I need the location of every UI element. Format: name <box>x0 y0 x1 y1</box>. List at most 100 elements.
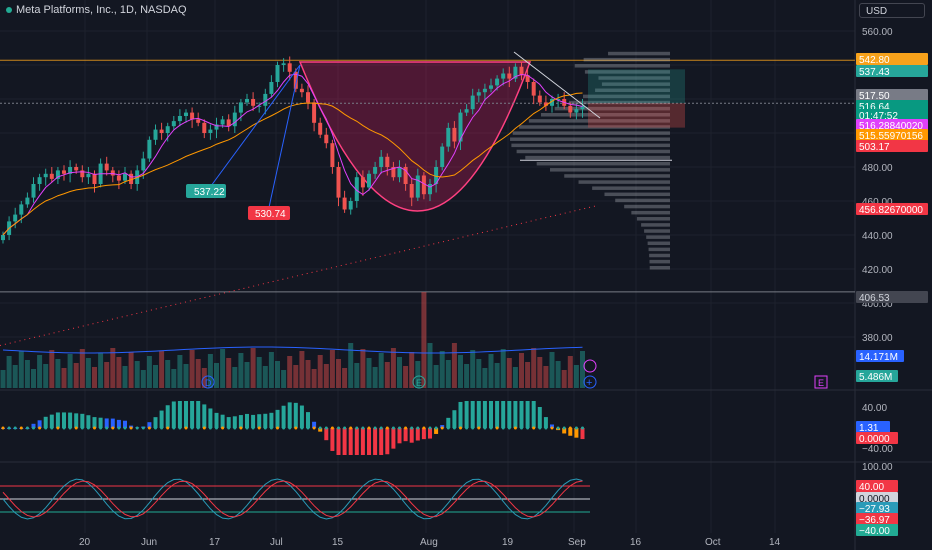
candle <box>385 156 390 167</box>
candle <box>336 167 341 198</box>
svg-text:537.43: 537.43 <box>859 67 890 78</box>
volume-bar <box>299 351 305 388</box>
stoch-pane <box>0 478 590 520</box>
squeeze-dot <box>489 426 493 430</box>
candle <box>299 88 304 93</box>
currency-selector[interactable]: USD <box>859 3 925 18</box>
squeeze-dot <box>434 426 438 430</box>
dividend-marker[interactable]: D <box>201 375 215 389</box>
candle <box>556 99 561 100</box>
volume-bar <box>439 351 445 388</box>
volume-bar <box>275 361 280 388</box>
volume-bar <box>6 356 12 388</box>
candle <box>86 173 91 178</box>
squeeze-dot <box>190 426 194 430</box>
svg-text:E: E <box>818 378 824 388</box>
oscillator-bar <box>177 401 182 428</box>
oscillator-bar <box>116 419 121 428</box>
candle <box>513 66 518 79</box>
price-tick-label: 560.00 <box>862 27 893 38</box>
svg-text:D: D <box>205 378 212 388</box>
candle <box>525 75 530 82</box>
target-zone <box>588 69 685 104</box>
price-tick-label: 460.00 <box>862 197 893 208</box>
squeeze-dot <box>574 426 578 430</box>
svg-text:40.00: 40.00 <box>859 482 884 493</box>
volume-bar <box>458 355 463 388</box>
oscillator-bar <box>86 415 91 428</box>
oscillator-bar <box>74 413 79 428</box>
oscillator-bar <box>220 414 225 428</box>
squeeze-dot <box>422 426 426 430</box>
candle <box>306 92 310 103</box>
squeeze-dot <box>391 426 395 430</box>
annotation-label-up: 537.22 <box>186 184 226 198</box>
volume-bar <box>366 358 372 388</box>
earnings-marker[interactable]: E <box>412 375 426 389</box>
volume-bar <box>110 348 116 388</box>
squeeze-dot <box>556 426 560 430</box>
candle <box>574 109 579 113</box>
candle <box>19 204 24 215</box>
candle <box>324 134 329 144</box>
volume-bar <box>360 349 366 388</box>
volume-bar <box>268 352 274 388</box>
zigzag-line-down <box>267 64 301 213</box>
earnings-marker-future[interactable]: E <box>814 375 828 389</box>
candle <box>153 129 158 140</box>
volume-bar <box>305 360 311 388</box>
price-tick-label: 400.00 <box>862 299 893 310</box>
volume-bar <box>354 363 360 388</box>
svg-text:0.0000: 0.0000 <box>859 434 890 445</box>
squeeze-dot <box>257 426 261 430</box>
candle <box>80 170 85 178</box>
volume-bar <box>403 366 409 388</box>
oscillator-bar <box>458 401 463 428</box>
volume-bar <box>409 352 415 388</box>
time-tick-label: Jul <box>270 537 283 548</box>
oscillator-bar <box>348 428 353 455</box>
oscillator-bar <box>562 428 567 434</box>
squeeze-dot <box>56 426 60 430</box>
stoch-value-label: 40.00 <box>856 480 898 493</box>
candle <box>1 235 5 241</box>
oscillator-bar <box>574 428 579 438</box>
candle <box>501 73 506 79</box>
volume-ma-label: 14.171M <box>856 350 904 363</box>
volume-bar <box>287 356 293 388</box>
oscillator-bar <box>92 417 97 428</box>
volume-bar <box>342 368 348 388</box>
volume-bar <box>464 364 470 388</box>
squeeze-dot <box>99 426 103 430</box>
candle <box>367 173 371 188</box>
squeeze-dot <box>324 426 328 430</box>
squeeze-dot <box>129 426 133 430</box>
price-tick-label: 380.00 <box>862 333 893 344</box>
candle <box>489 85 493 89</box>
squeeze-dot <box>166 426 170 430</box>
squeeze-dot <box>282 426 286 430</box>
candle <box>251 99 256 106</box>
candle <box>232 112 237 127</box>
squeeze-dot <box>86 426 90 430</box>
candle <box>482 88 487 93</box>
candle <box>440 146 445 167</box>
oscillator-bar <box>342 428 347 455</box>
candle <box>49 173 54 179</box>
oscillator-bar <box>251 414 256 428</box>
volume-bar <box>24 360 30 388</box>
oscillator-bar <box>336 428 341 455</box>
volume-bar <box>543 366 549 388</box>
squeeze-dot <box>62 426 66 430</box>
oscillator-bar <box>37 420 42 428</box>
volume-bar <box>104 362 110 388</box>
oscillator-bar <box>397 428 402 444</box>
add-event-icon[interactable]: + <box>583 375 597 389</box>
candles <box>1 56 585 244</box>
candle <box>68 167 73 174</box>
volume-label: 5.486M <box>856 370 898 383</box>
oscillator-bar <box>452 410 457 428</box>
squeeze-dot <box>25 426 29 430</box>
squeeze-dot <box>221 426 225 430</box>
